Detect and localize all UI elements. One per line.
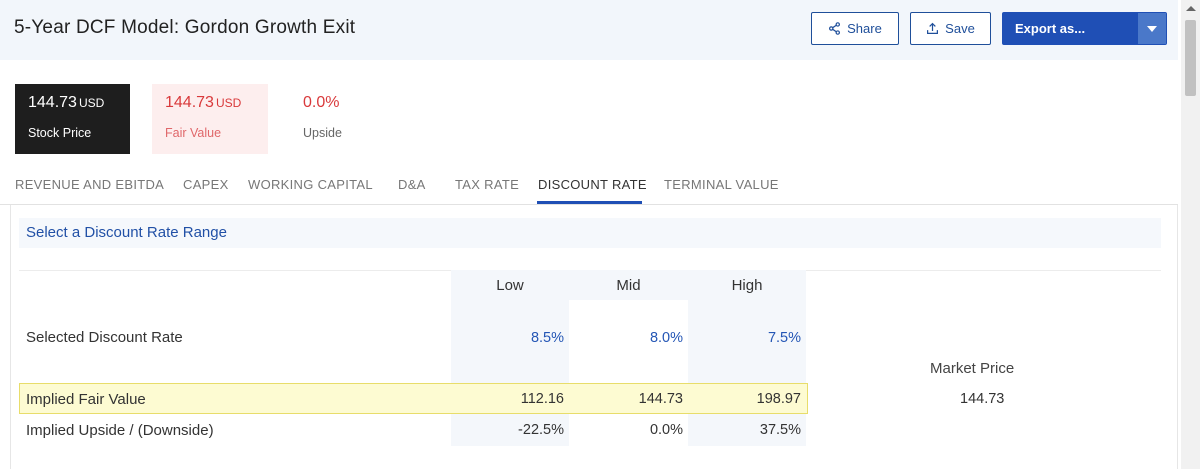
market-price-value: 144.73: [960, 391, 1005, 407]
tab-d-and-a[interactable]: D&A: [398, 177, 426, 192]
export-caret[interactable]: [1138, 13, 1166, 44]
column-header-mid: Mid: [616, 277, 641, 294]
tab-tax-rate[interactable]: TAX RATE: [455, 177, 520, 192]
upside-low: -22.5%: [518, 422, 564, 438]
low-column-shade: [451, 300, 569, 446]
column-header-shade: [451, 270, 806, 300]
fair-value-value: 144.73: [165, 94, 214, 111]
upside-high: 37.5%: [759, 422, 801, 438]
save-label: Save: [945, 21, 975, 36]
header-bar: 5-Year DCF Model: Gordon Growth Exit Sha…: [0, 0, 1178, 60]
export-dropdown-button[interactable]: Export as...: [1002, 12, 1167, 45]
market-price-label: Market Price: [930, 360, 1015, 377]
discount-rate-low[interactable]: 8.5%: [530, 330, 564, 346]
row-label-implied-fair-value: Implied Fair Value: [26, 391, 146, 408]
discount-rate-mid[interactable]: 8.0%: [649, 330, 683, 346]
implied-fair-value-highlight: [19, 383, 808, 414]
upside-label: Upside: [303, 126, 342, 140]
fair-value-low: 112.16: [520, 391, 564, 407]
fair-value-label: Fair Value: [165, 126, 222, 140]
share-label: Share: [847, 21, 882, 36]
upload-icon: [927, 22, 939, 34]
fair-value-high: 198.97: [756, 391, 801, 407]
stock-price-value: 144.73: [28, 94, 77, 111]
share-button[interactable]: Share: [811, 12, 899, 45]
section-title: Select a Discount Rate Range: [19, 218, 1161, 248]
tab-working-capital[interactable]: WORKING CAPITAL: [248, 177, 373, 192]
tab-terminal-value[interactable]: TERMINAL VALUE: [664, 177, 779, 192]
row-label-discount-rate: Selected Discount Rate: [26, 329, 183, 346]
row-label-implied-upside: Implied Upside / (Downside): [26, 422, 214, 439]
save-button[interactable]: Save: [910, 12, 991, 45]
tab-capex[interactable]: CAPEX: [183, 177, 229, 192]
fair-value-mid: 144.73: [638, 391, 683, 407]
stock-price-label: Stock Price: [28, 126, 92, 140]
upside-value: 0.0%: [303, 94, 340, 111]
column-header-low: Low: [496, 277, 524, 294]
active-tab-indicator: [537, 201, 642, 204]
high-column-shade: [688, 300, 806, 446]
tab-discount-rate[interactable]: DISCOUNT RATE: [538, 177, 647, 192]
export-label: Export as...: [1015, 21, 1086, 36]
column-header-high: High: [731, 277, 763, 294]
page-title: 5-Year DCF Model: Gordon Growth Exit: [14, 17, 356, 38]
tab-revenue-and-ebitda[interactable]: REVENUE AND EBITDA: [15, 177, 165, 192]
content-panel: [10, 205, 1178, 469]
upside-mid: 0.0%: [649, 422, 683, 438]
stock-price-card: 144.73 USD Stock Price: [15, 84, 130, 154]
vertical-scrollbar[interactable]: [1181, 0, 1200, 469]
stock-price-unit: USD: [78, 96, 105, 110]
fair-value-card: 144.73 USD Fair Value: [152, 84, 268, 154]
chevron-down-icon: [1147, 25, 1157, 32]
fair-value-unit: USD: [215, 96, 242, 110]
upside-card: 0.0% Upside: [290, 84, 400, 154]
tab-bar: REVENUE AND EBITDA CAPEX WORKING CAPITAL…: [0, 170, 1178, 205]
share-icon: [829, 22, 841, 35]
scroll-thumb[interactable]: [1185, 20, 1196, 96]
discount-rate-high[interactable]: 7.5%: [767, 330, 801, 346]
scroll-up-icon[interactable]: [1186, 6, 1196, 11]
